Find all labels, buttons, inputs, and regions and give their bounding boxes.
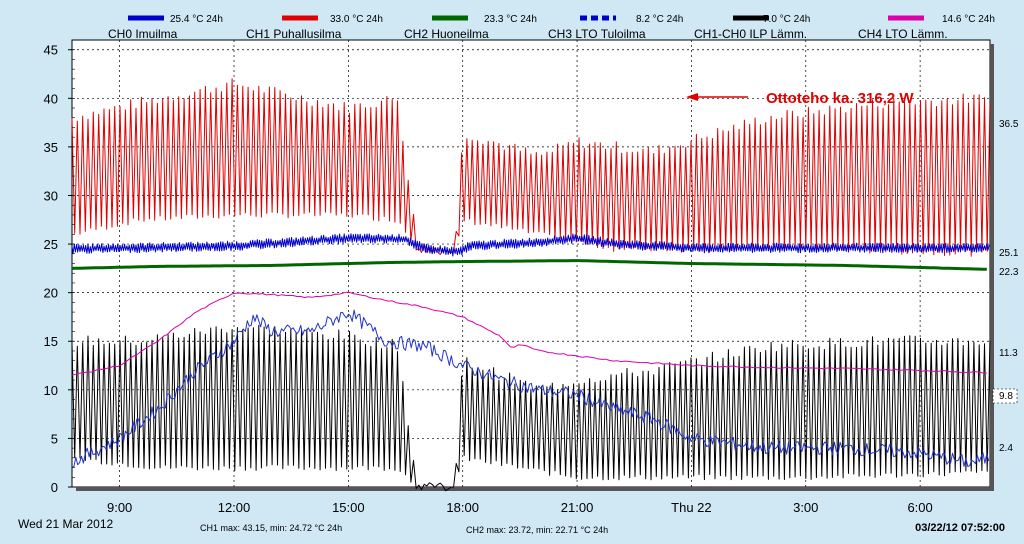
right-axis-label-4: 9.8 (999, 391, 1013, 402)
x-tick-label-5: Thu 22 (671, 500, 711, 515)
y-tick-label-1: 5 (51, 431, 58, 446)
plot-shadow-right (990, 44, 994, 491)
y-tick-label-5: 25 (44, 237, 58, 252)
x-tick-label-1: 12:00 (218, 500, 251, 515)
legend-value-ilp: 7.0 °C 24h (763, 14, 810, 25)
annotation-arrow-head (686, 93, 698, 101)
x-tick-label-6: 3:00 (793, 500, 818, 515)
footer-ch2-stats: CH2 max: 23.72, min: 22.71 °C 24h (466, 525, 608, 535)
x-tick-label-4: 21:00 (561, 500, 594, 515)
y-axis: 0 5 10 15 20 25 30 35 40 45 (44, 43, 75, 495)
right-axis-label-5: 2.4 (999, 443, 1013, 454)
x-tick-label-7: 6:00 (907, 500, 932, 515)
x-tick-label-0: 9:00 (107, 500, 132, 515)
y-tick-label-2: 10 (44, 383, 58, 398)
legend-value-ch2: 23.3 °C 24h (484, 14, 537, 25)
legend-name-ch4: CH4 LTO Lämm. (858, 27, 948, 41)
y-tick-label-3: 15 (44, 334, 58, 349)
y-tick-label-9: 45 (44, 43, 58, 58)
y-tick-label-7: 35 (44, 140, 58, 155)
series-line-ilp (71, 324, 991, 492)
right-axis-label-3: 11.3 (999, 348, 1018, 359)
right-axis-labels: 36.5 25.1 22.3 11.3 9.8 2.4 (992, 119, 1019, 454)
x-tick-label-2: 15:00 (332, 500, 365, 515)
right-axis-label-1: 25.1 (999, 248, 1019, 259)
footer-ch1-stats: CH1 max: 43.15, min: 24.72 °C 24h (200, 523, 342, 533)
legend-name-ch2: CH2 Huoneilma (404, 27, 489, 41)
legend-value-ch0: 25.4 °C 24h (170, 14, 223, 25)
legend-value-ch3: 8.2 °C 24h (636, 14, 683, 25)
right-label-box-4 (992, 388, 1018, 404)
x-axis: 9:00 12:00 15:00 18:00 21:00 Thu 22 3:00 6:00 (107, 500, 933, 515)
series-line-ch1 (71, 78, 991, 257)
legend-name-ch0: CH0 Imuilma (108, 27, 178, 41)
right-axis-label-0: 36.5 (999, 119, 1019, 130)
series-layer (71, 78, 991, 492)
series-line-ch3 (71, 309, 990, 469)
series-line-ch2 (71, 259, 987, 271)
y-tick-label-8: 40 (44, 91, 58, 106)
series-line-ch0 (71, 233, 990, 257)
footer-date: Wed 21 Mar 2012 (18, 517, 113, 531)
legend-name-ilp: CH1-CH0 ILP Lämm. (694, 27, 807, 41)
legend: 25.4 °C 24h CH0 Imuilma 33.0 °C 24h CH1 Puh… (108, 14, 995, 41)
legend-value-ch1: 33.0 °C 24h (330, 14, 383, 25)
plot-shadow-bottom (76, 487, 994, 491)
right-axis-label-2: 22.3 (999, 267, 1019, 278)
y-tick-label-0: 0 (51, 480, 58, 495)
series-line-ch4 (71, 291, 987, 376)
legend-name-ch3: CH3 LTO Tuloilma (548, 27, 646, 41)
x-tick-label-3: 18:00 (446, 500, 479, 515)
annotation-text: Ottoteho ka. 316,2 W (766, 90, 914, 107)
y-tick-label-6: 30 (44, 188, 58, 203)
footer-timestamp: 03/22/12 07:52:00 (915, 522, 1005, 534)
legend-name-ch1: CH1 Puhallusilma (246, 27, 342, 41)
y-tick-label-4: 20 (44, 286, 58, 301)
legend-value-ch4: 14.6 °C 24h (942, 14, 995, 25)
